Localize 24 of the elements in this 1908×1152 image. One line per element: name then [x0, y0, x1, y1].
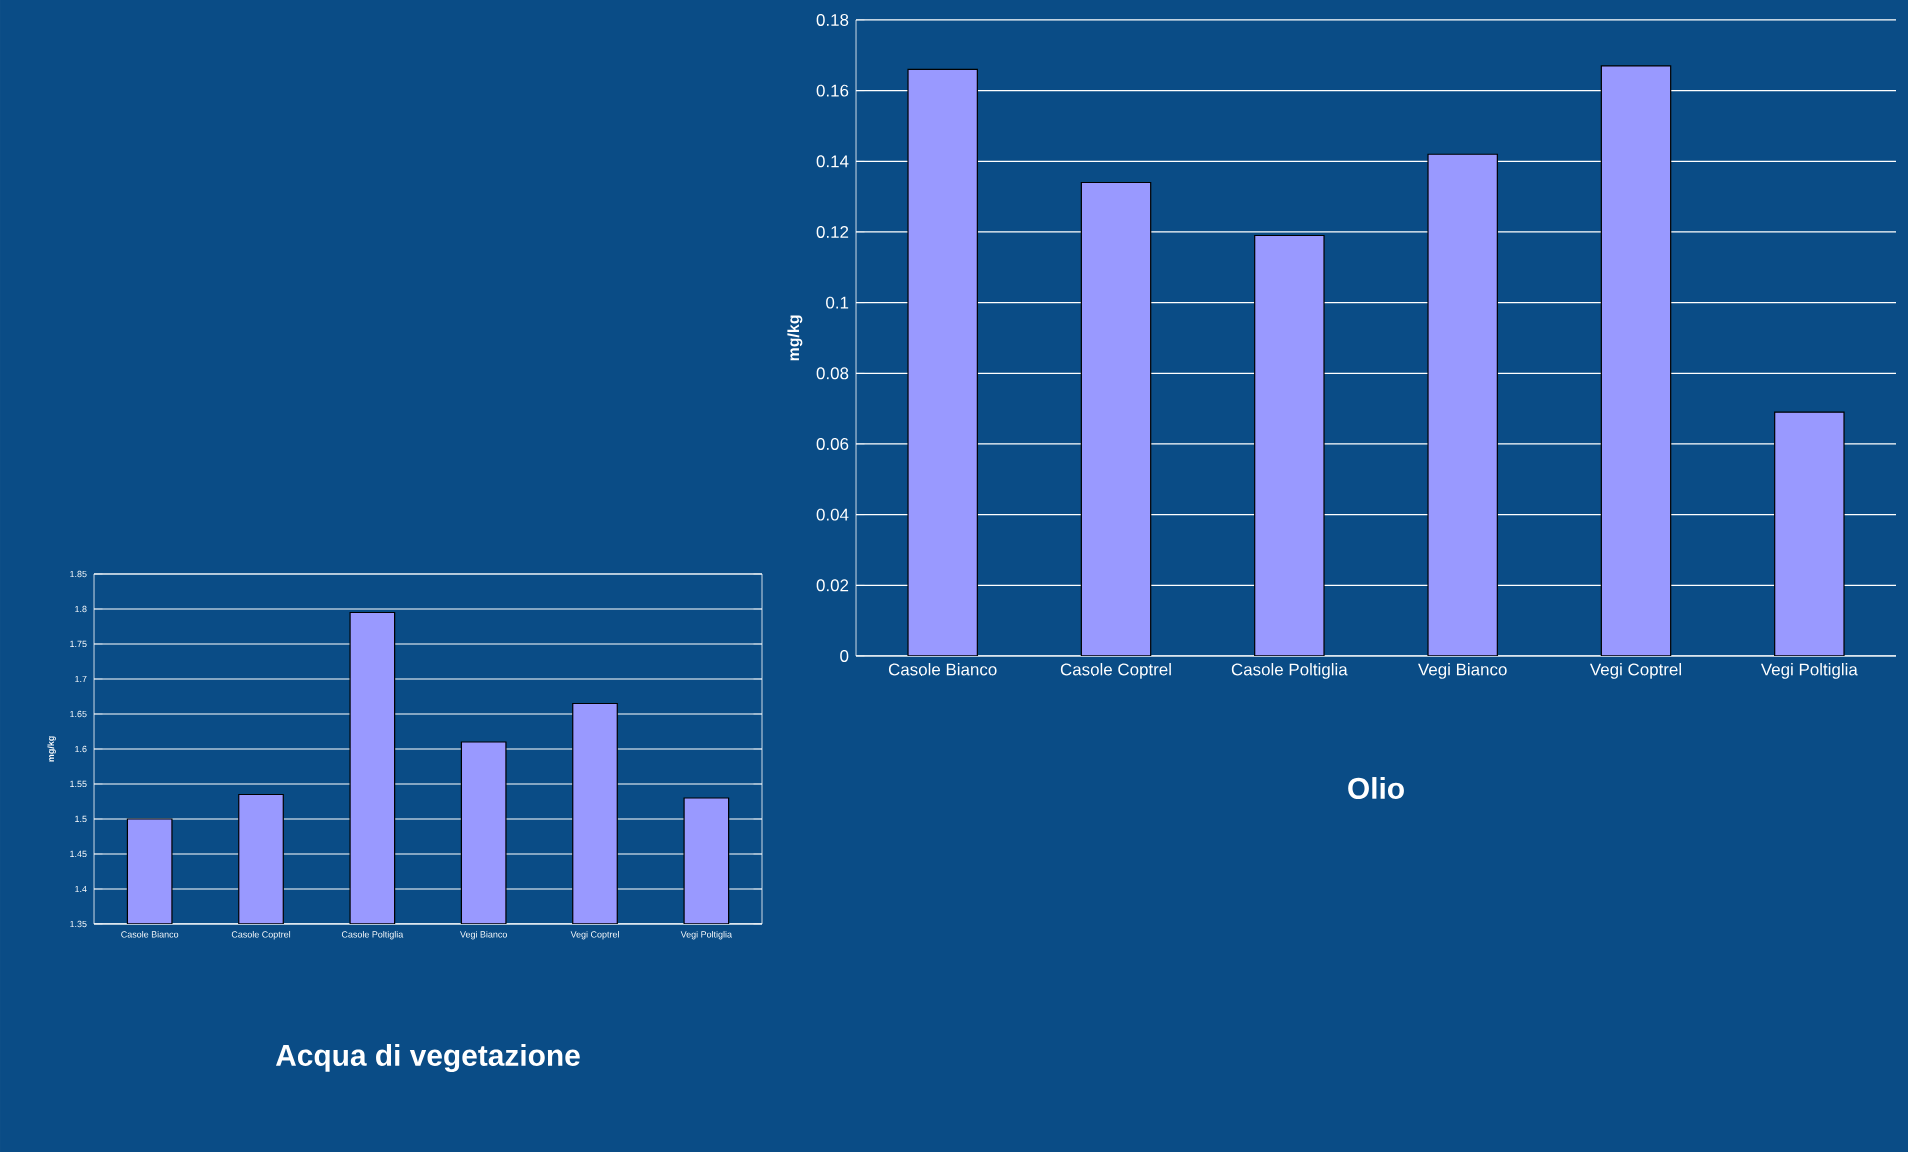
y-tick-label: 0.04: [816, 508, 849, 521]
y-tick-label: 0.12: [816, 225, 849, 238]
x-tick-label: Casole Poltiglia: [1231, 663, 1348, 679]
x-tick-label: Casole Coptrel: [1060, 663, 1171, 679]
y-tick-label: 0.14: [816, 155, 849, 168]
x-tick-label: Vegi Bianco: [1418, 663, 1507, 679]
bar: [1427, 153, 1498, 656]
bar: [1254, 234, 1325, 656]
bar: [1774, 411, 1845, 656]
y-tick-label: 0.1: [826, 296, 849, 309]
bar: [1080, 181, 1152, 656]
y-tick-label: 0.18: [816, 13, 849, 26]
text: Acqua di vegetazione: [275, 1044, 580, 1073]
y-tick-label: 0: [840, 649, 849, 662]
bar: [907, 68, 978, 656]
y-tick-label: 0.02: [816, 579, 849, 592]
y-tick-label: 0.06: [816, 437, 849, 450]
bar: [1600, 65, 1672, 656]
y-tick-label: 0.16: [816, 84, 849, 97]
x-tick-label: Vegi Coptrel: [1589, 663, 1681, 679]
text: Olio: [1348, 777, 1404, 799]
x-tick-label: Casole Bianco: [888, 663, 997, 676]
y-tick-label: 0.08: [816, 367, 849, 380]
x-tick-label: Vegi Poltiglia: [1760, 663, 1858, 679]
